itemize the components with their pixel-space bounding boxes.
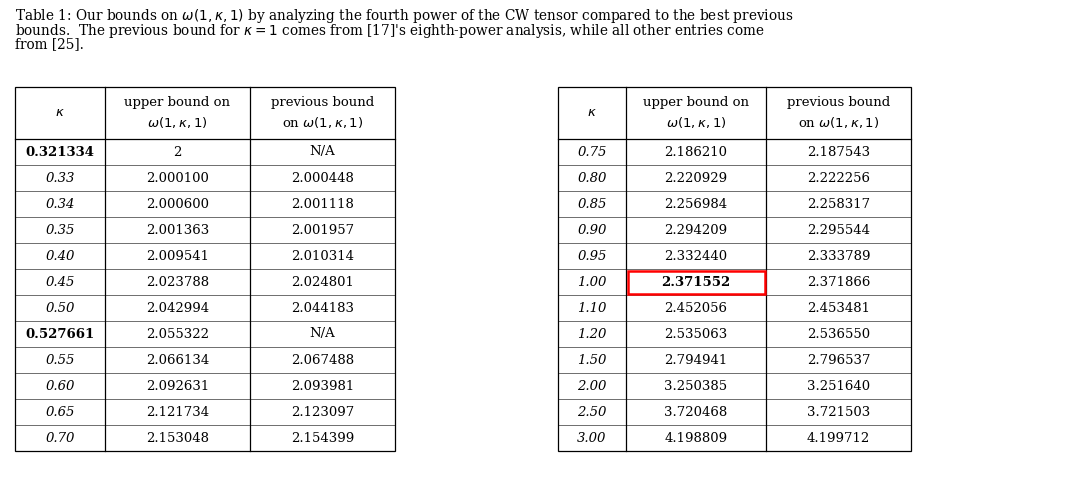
Text: bounds.  The previous bound for $\kappa = 1$ comes from [17]'s eighth-power anal: bounds. The previous bound for $\kappa =…	[15, 22, 765, 40]
Text: 2.796537: 2.796537	[807, 353, 870, 366]
Text: 2.055322: 2.055322	[146, 327, 210, 340]
Text: 2.154399: 2.154399	[291, 431, 354, 444]
Text: 2.001957: 2.001957	[291, 224, 354, 237]
Text: 2: 2	[173, 146, 181, 159]
Text: $\kappa$: $\kappa$	[55, 107, 65, 120]
Text: 1.00: 1.00	[578, 276, 607, 289]
Text: 0.40: 0.40	[45, 250, 75, 263]
Text: $\kappa$: $\kappa$	[588, 107, 597, 120]
Text: 2.000100: 2.000100	[146, 172, 208, 185]
Text: upper bound on
$\omega(1, \kappa, 1)$: upper bound on $\omega(1, \kappa, 1)$	[643, 96, 750, 130]
Text: 1.20: 1.20	[578, 327, 607, 340]
Text: 0.85: 0.85	[578, 198, 607, 211]
Text: 2.153048: 2.153048	[146, 431, 210, 444]
Text: 0.33: 0.33	[45, 172, 75, 185]
Text: 0.50: 0.50	[45, 302, 75, 314]
Text: 2.333789: 2.333789	[807, 250, 870, 263]
Text: 2.044183: 2.044183	[291, 302, 354, 314]
Bar	[558, 87, 912, 451]
Text: 4.198809: 4.198809	[664, 431, 728, 444]
Text: 2.00: 2.00	[578, 379, 607, 392]
Text: 2.794941: 2.794941	[664, 353, 728, 366]
Text: 3.251640: 3.251640	[807, 379, 870, 392]
Text: 0.95: 0.95	[578, 250, 607, 263]
Text: 2.371866: 2.371866	[807, 276, 870, 289]
Text: 2.000600: 2.000600	[146, 198, 210, 211]
Text: 2.256984: 2.256984	[664, 198, 728, 211]
Text: 0.70: 0.70	[45, 431, 75, 444]
Text: 2.452056: 2.452056	[664, 302, 728, 314]
Text: 0.527661: 0.527661	[25, 327, 95, 340]
Text: 0.60: 0.60	[45, 379, 75, 392]
Text: 2.042994: 2.042994	[146, 302, 210, 314]
Text: previous bound
on $\omega(1, \kappa, 1)$: previous bound on $\omega(1, \kappa, 1)$	[271, 96, 374, 130]
Text: 2.294209: 2.294209	[664, 224, 728, 237]
Text: N/A: N/A	[310, 146, 336, 159]
Text: 2.295544: 2.295544	[807, 224, 870, 237]
Text: 2.453481: 2.453481	[807, 302, 870, 314]
Text: 2.093981: 2.093981	[291, 379, 354, 392]
Text: 2.024801: 2.024801	[292, 276, 354, 289]
Bar	[627, 270, 765, 294]
Text: 2.123097: 2.123097	[291, 405, 354, 418]
Text: 2.010314: 2.010314	[291, 250, 354, 263]
Text: 0.34: 0.34	[45, 198, 75, 211]
Text: 2.222256: 2.222256	[807, 172, 870, 185]
Text: 2.258317: 2.258317	[807, 198, 870, 211]
Text: 3.721503: 3.721503	[807, 405, 870, 418]
Text: 3.720468: 3.720468	[664, 405, 728, 418]
Text: 3.250385: 3.250385	[664, 379, 728, 392]
Text: 0.55: 0.55	[45, 353, 75, 366]
Text: previous bound
on $\omega(1, \kappa, 1)$: previous bound on $\omega(1, \kappa, 1)$	[787, 96, 890, 130]
Text: 2.067488: 2.067488	[291, 353, 354, 366]
Text: 2.092631: 2.092631	[146, 379, 210, 392]
Text: 1.50: 1.50	[578, 353, 607, 366]
Text: 2.186210: 2.186210	[664, 146, 728, 159]
Text: N/A: N/A	[310, 327, 336, 340]
Text: 2.332440: 2.332440	[664, 250, 728, 263]
Text: 2.001363: 2.001363	[146, 224, 210, 237]
Text: 1.10: 1.10	[578, 302, 607, 314]
Text: 2.220929: 2.220929	[664, 172, 728, 185]
Text: from [25].: from [25].	[15, 37, 84, 51]
Text: upper bound on
$\omega(1, \kappa, 1)$: upper bound on $\omega(1, \kappa, 1)$	[124, 96, 230, 130]
Text: 3.00: 3.00	[578, 431, 607, 444]
Text: 2.50: 2.50	[578, 405, 607, 418]
Text: 2.121734: 2.121734	[146, 405, 210, 418]
Text: 2.000448: 2.000448	[292, 172, 354, 185]
Text: 2.066134: 2.066134	[146, 353, 210, 366]
Text: 2.371552: 2.371552	[661, 276, 731, 289]
Text: 2.536550: 2.536550	[807, 327, 870, 340]
Text: 2.009541: 2.009541	[146, 250, 210, 263]
Text: 4.199712: 4.199712	[807, 431, 870, 444]
Text: 0.35: 0.35	[45, 224, 75, 237]
Text: 0.90: 0.90	[578, 224, 607, 237]
Bar	[15, 87, 395, 451]
Text: 0.321334: 0.321334	[26, 146, 95, 159]
Text: 0.65: 0.65	[45, 405, 75, 418]
Text: 2.535063: 2.535063	[664, 327, 728, 340]
Text: 2.001118: 2.001118	[292, 198, 354, 211]
Text: 0.45: 0.45	[45, 276, 75, 289]
Text: 2.023788: 2.023788	[146, 276, 210, 289]
Text: Table 1: Our bounds on $\omega(1, \kappa, 1)$ by analyzing the fourth power of t: Table 1: Our bounds on $\omega(1, \kappa…	[15, 7, 794, 25]
Text: 0.75: 0.75	[578, 146, 607, 159]
Text: 2.187543: 2.187543	[807, 146, 870, 159]
Text: 0.80: 0.80	[578, 172, 607, 185]
